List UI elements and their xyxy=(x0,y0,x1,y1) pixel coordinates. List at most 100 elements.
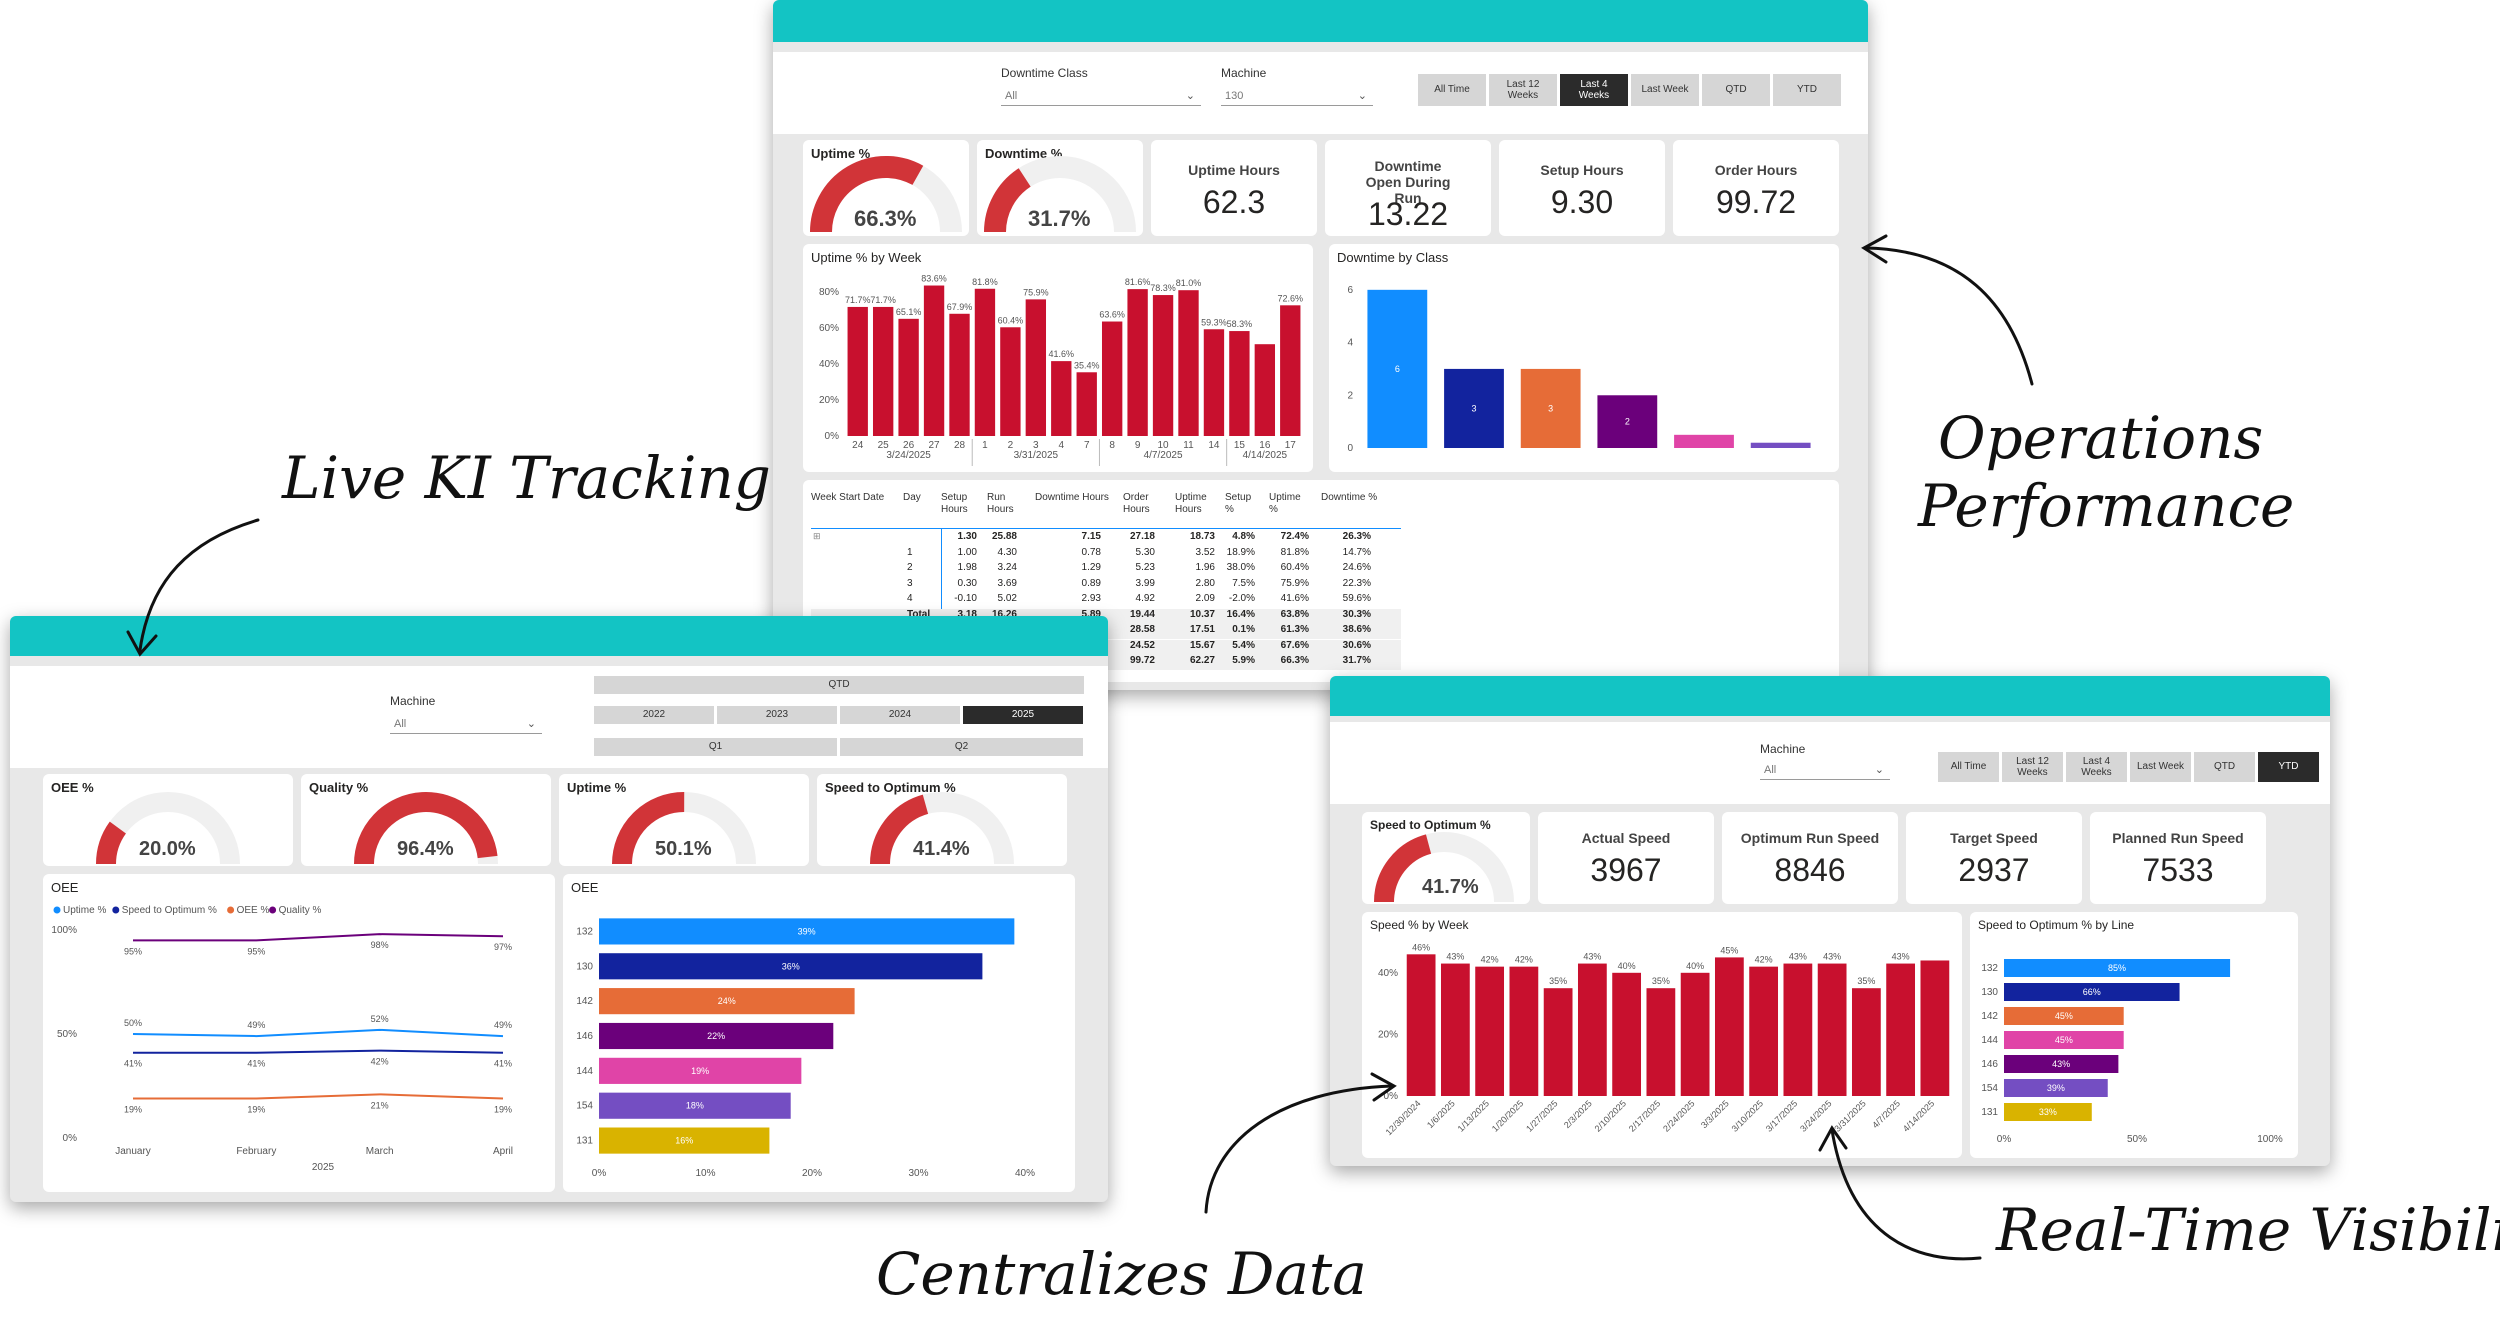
year-button-2024[interactable]: 2024 xyxy=(840,706,960,724)
table-cell: 30.6% xyxy=(1342,639,1371,651)
table-cell: 81.8% xyxy=(1280,546,1309,558)
period-button-last-4-weeks[interactable]: Last 4 Weeks xyxy=(1560,74,1628,106)
period-button-ytd[interactable]: YTD xyxy=(1773,74,1841,106)
col-header-setup-hours[interactable]: Setup Hours xyxy=(941,492,968,515)
quality-gauge-value: 96.4% xyxy=(397,838,454,860)
col-header-downtime-hours[interactable]: Downtime Hours xyxy=(1035,492,1109,503)
data-label: 41.6% xyxy=(1049,349,1075,359)
data-label: 66% xyxy=(2083,987,2101,997)
col-header-day[interactable]: Day xyxy=(903,492,921,503)
period-button-qtd[interactable]: QTD xyxy=(2194,752,2255,782)
data-label: 35% xyxy=(1549,976,1567,986)
kpi-uptime-hours: Uptime Hours 62.3 xyxy=(1151,140,1317,236)
table-cell: 4.92 xyxy=(1135,593,1155,604)
period-button-ytd[interactable]: YTD xyxy=(2258,752,2319,782)
table-cell: 0.89 xyxy=(1081,577,1101,589)
table-row[interactable]: 3 0.30 3.69 0.89 3.99 2.80 7.5% 75.9% 22.3% xyxy=(811,578,1401,593)
x-tick-label: 20% xyxy=(802,1168,822,1179)
col-header-order-hours[interactable]: Order Hours xyxy=(1123,492,1150,515)
year-button-2023[interactable]: 2023 xyxy=(717,706,837,724)
table-cell: 31.7% xyxy=(1342,655,1371,666)
period-button-last-4-weeks[interactable]: Last 4 Weeks xyxy=(2066,752,2127,782)
data-label: 19% xyxy=(124,1104,142,1114)
data-label: 3 xyxy=(1471,403,1476,413)
downtime-class-value: All xyxy=(1005,90,1018,102)
data-label: 24% xyxy=(718,996,736,1006)
x-tick-label: 3/10/2025 xyxy=(1730,1098,1765,1133)
bar xyxy=(2004,1079,2108,1097)
data-label: 98% xyxy=(371,940,389,950)
downtime-gauge-value: 31.7% xyxy=(1028,206,1091,231)
uptime-gauge-value: 66.3% xyxy=(854,206,917,231)
table-cell: 5.9% xyxy=(1232,655,1255,666)
period-button-all-time[interactable]: All Time xyxy=(1938,752,1999,782)
y-tick-label: 100% xyxy=(51,925,77,936)
data-label: 35% xyxy=(1652,976,1670,986)
x-tick-label: April xyxy=(493,1146,513,1157)
kpi-planned-run-speed: Planned Run Speed 7533 xyxy=(2090,812,2266,904)
quality-gauge xyxy=(354,792,498,865)
x-tick-label: 4/7/2025 xyxy=(1870,1098,1902,1130)
machine-dropdown[interactable]: All ⌄ xyxy=(390,716,542,734)
bar xyxy=(2004,1055,2119,1073)
kpi-target-speed: Target Speed 2937 xyxy=(1906,812,2082,904)
period-button-last-week[interactable]: Last Week xyxy=(2130,752,2191,782)
data-label: 49% xyxy=(494,1020,512,1030)
period-button-qtd[interactable]: QTD xyxy=(1702,74,1770,106)
legend-label: Uptime % xyxy=(63,905,106,916)
table-row[interactable]: 1 1.00 4.30 0.78 5.30 3.52 18.9% 81.8% 14.7% xyxy=(811,547,1401,562)
period-button-last-12-weeks[interactable]: Last 12 Weeks xyxy=(1489,74,1557,106)
top-bar xyxy=(773,0,1868,42)
x-tick-label: 12/30/2024 xyxy=(1384,1098,1423,1137)
speed-to-optimum-gauge xyxy=(1374,832,1514,903)
col-header-uptime-hours[interactable]: Uptime Hours xyxy=(1175,492,1207,515)
x-tick-label: 15 xyxy=(1234,440,1246,451)
year-button-2025[interactable]: 2025 xyxy=(963,706,1083,724)
year-button-2022[interactable]: 2022 xyxy=(594,706,714,724)
machine-dropdown[interactable]: All ⌄ xyxy=(1760,762,1890,780)
col-header-downtime-pct[interactable]: Downtime % xyxy=(1321,492,1378,503)
machine-dropdown[interactable]: 130 ⌄ xyxy=(1221,88,1373,106)
real-time-dashboard: Machine All ⌄ All Time Last 12 Weeks Las… xyxy=(1330,676,2330,1166)
data-label: 81.8% xyxy=(972,277,998,287)
table-cell: 41.6% xyxy=(1280,593,1309,604)
table-cell: 38.0% xyxy=(1226,562,1255,573)
period-button-last-12-weeks[interactable]: Last 12 Weeks xyxy=(2002,752,2063,782)
bar xyxy=(1577,963,1607,1096)
x-tick-label: 1/13/2025 xyxy=(1456,1098,1491,1133)
period-button-last-week[interactable]: Last Week xyxy=(1631,74,1699,106)
uptime-by-week-title: Uptime % by Week xyxy=(811,250,922,265)
bar xyxy=(1440,963,1470,1096)
table-row[interactable]: ⊞ 1.30 25.88 7.15 27.18 18.73 4.8% 72.4% 26.3% xyxy=(811,531,1401,546)
table-cell: 26.3% xyxy=(1342,531,1371,542)
bar xyxy=(1520,368,1581,448)
quarter-button-q1[interactable]: Q1 xyxy=(594,738,837,756)
downtime-class-dropdown[interactable]: All ⌄ xyxy=(1001,88,1201,106)
table-row[interactable]: 4 -0.10 5.02 2.93 4.92 2.09 -2.0% 41.6% 59.6% xyxy=(811,593,1401,608)
day-cell: 1 xyxy=(907,546,913,558)
x-tick-label: 9 xyxy=(1135,440,1141,451)
data-label: 81.6% xyxy=(1125,277,1151,287)
bar xyxy=(1178,290,1199,436)
x-tick-label: March xyxy=(366,1146,394,1157)
table-cell: 1.29 xyxy=(1081,562,1101,573)
data-label: 21% xyxy=(371,1100,389,1110)
y-tick-label: 144 xyxy=(1981,1035,1998,1046)
col-header-run-hours[interactable]: Run Hours xyxy=(987,492,1014,515)
x-group-label: 4/7/2025 xyxy=(1144,450,1183,461)
col-header-uptime-pct[interactable]: Uptime % xyxy=(1269,492,1301,515)
col-header-week[interactable]: Week Start Date xyxy=(811,492,885,503)
expand-icon[interactable]: ⊞ xyxy=(813,531,821,541)
qtd-button[interactable]: QTD xyxy=(594,676,1084,694)
table-row[interactable]: 2 1.98 3.24 1.29 5.23 1.96 38.0% 60.4% 24.6% xyxy=(811,562,1401,577)
period-button-all-time[interactable]: All Time xyxy=(1418,74,1486,106)
table-cell: 3.69 xyxy=(997,577,1017,589)
machine-value: All xyxy=(394,718,407,730)
downtime-by-class-chart: 0 2 4 6 6 3 3 2 xyxy=(1347,285,1811,454)
col-header-setup-pct[interactable]: Setup % xyxy=(1225,492,1252,515)
kpi-title: Actual Speed xyxy=(1581,830,1671,846)
table-cell: 17.51 xyxy=(1189,624,1215,635)
speed-gauge-value: 41.7% xyxy=(1422,876,1479,898)
quarter-button-q2[interactable]: Q2 xyxy=(840,738,1083,756)
table-cell: 1.98 xyxy=(957,562,977,573)
